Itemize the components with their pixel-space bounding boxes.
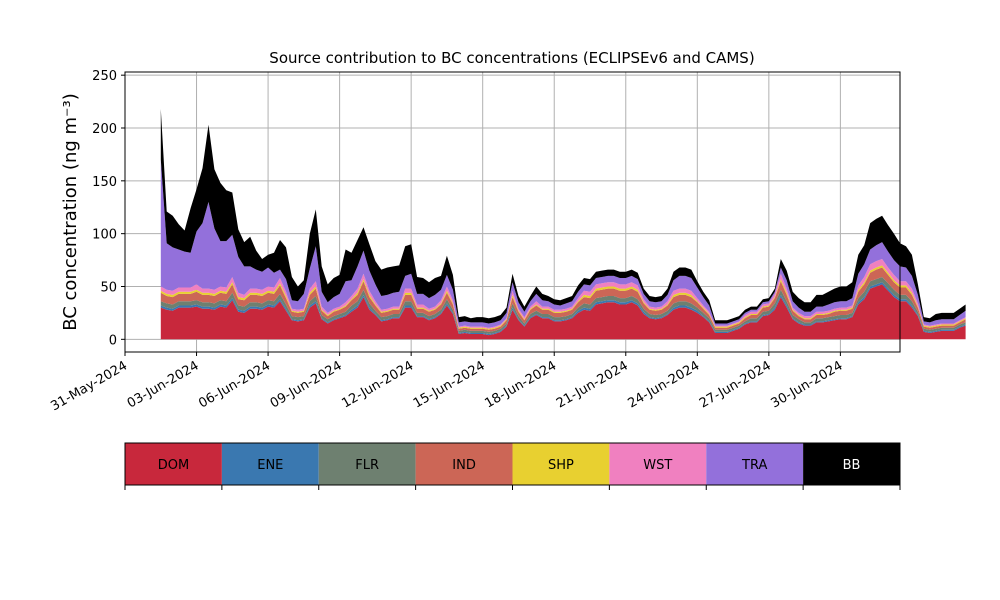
stacked-areas [160,109,966,340]
x-tick-label: 21-Jun-2024 [554,358,631,411]
y-tick-label: 250 [92,69,117,84]
area-dom [160,284,966,340]
x-tick-label: 31-May-2024 [48,358,130,414]
legend-swatch-tra [706,443,804,485]
legend-label: IND [452,458,476,473]
legend-swatch-bb [803,443,900,485]
legend-swatch-ene [221,443,319,485]
legend-label: SHP [548,458,574,473]
x-tick-label: 30-Jun-2024 [769,358,846,411]
legend-label: TRA [741,458,767,473]
y-tick-label: 100 [92,228,117,243]
x-tick-label: 12-Jun-2024 [339,358,416,411]
x-tick-label: 18-Jun-2024 [482,358,559,411]
x-tick-label: 03-Jun-2024 [125,358,202,411]
area-ind [160,267,966,332]
plot-frame [124,71,901,353]
x-tick-label: 27-Jun-2024 [697,358,774,411]
x-tick-label: 09-Jun-2024 [268,358,345,411]
x-tick-label: 15-Jun-2024 [411,358,488,411]
legend-swatch-ind [415,443,513,485]
legend-swatch-dom [125,443,222,485]
legend-label: ENE [257,458,283,473]
chart-title: Source contribution to BC concentrations… [269,49,754,67]
x-tick-label: 06-Jun-2024 [196,358,273,411]
y-tick-label: 50 [100,280,117,295]
y-tick-label: 200 [92,122,117,137]
legend-colorbar: DOM ENE FLR IND SHP WST TRA BB [124,442,901,490]
legend-swatch-shp [512,443,610,485]
legend-swatch-wst [609,443,707,485]
area-wst [160,259,966,329]
legend-label: BB [843,458,861,473]
y-tick-label: 150 [92,175,117,190]
legend-label: FLR [355,458,379,473]
legend-swatch-flr [318,443,416,485]
y-axis-label: BC concentration (ng m⁻³) [60,93,81,331]
area-flr [160,277,966,334]
legend-label: WST [643,458,672,473]
x-tick-label: 24-Jun-2024 [625,358,702,411]
legend-label: DOM [158,458,189,473]
y-tick-label: 0 [109,333,117,348]
